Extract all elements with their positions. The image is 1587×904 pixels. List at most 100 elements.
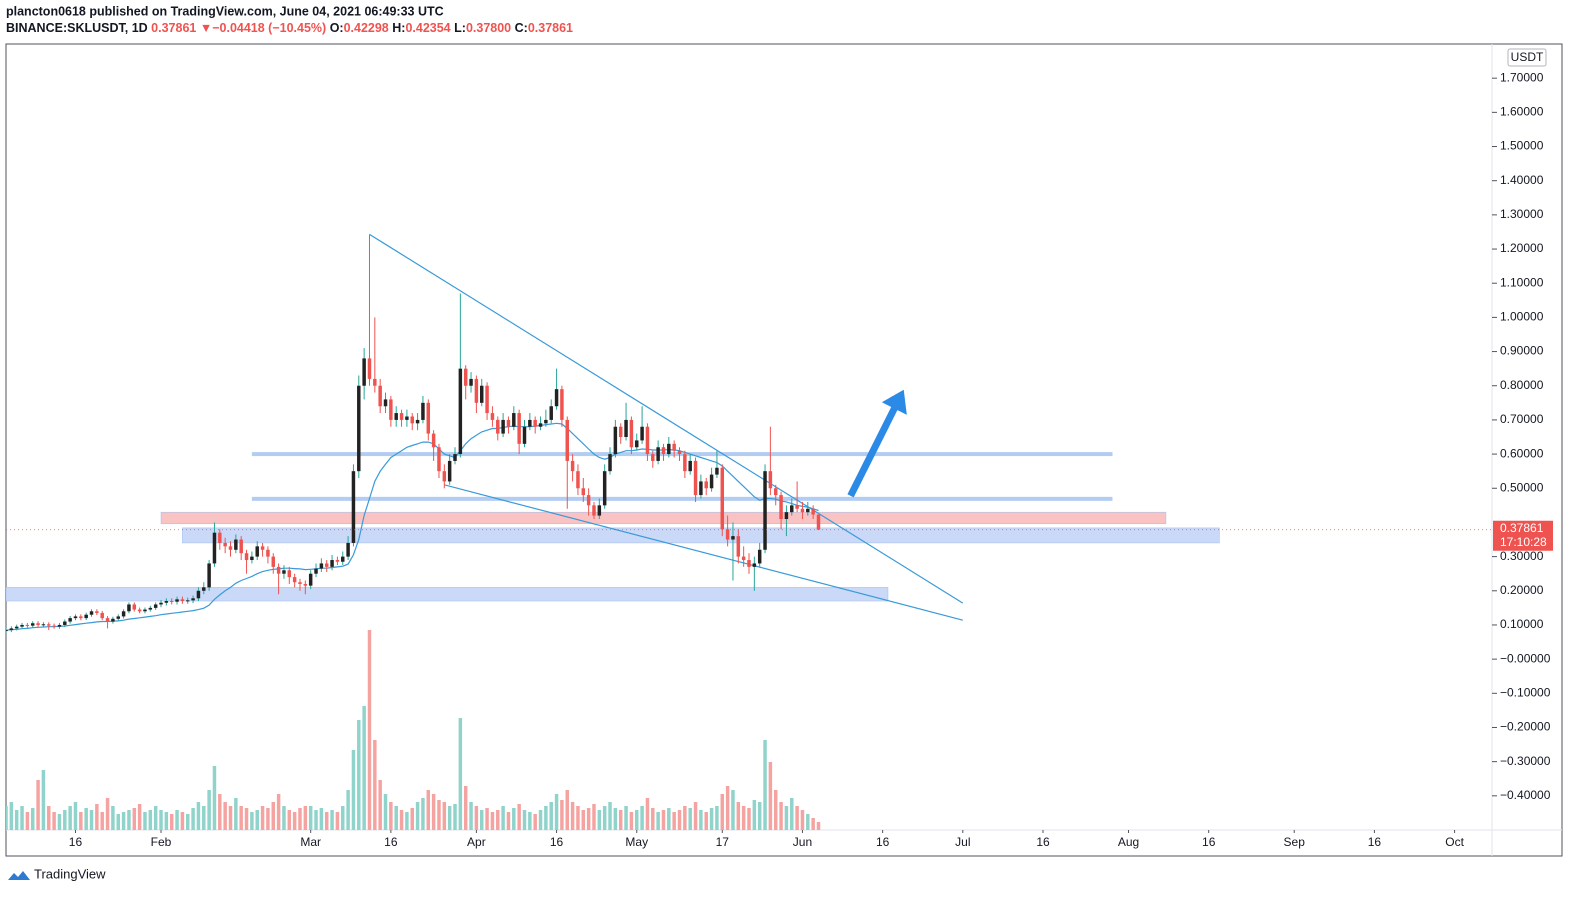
- candle-body: [635, 440, 639, 448]
- volume-bar: [661, 810, 666, 830]
- volume-bar: [399, 810, 404, 830]
- volume-bar: [79, 812, 83, 830]
- last-price-label: 0.37861: [1500, 521, 1544, 535]
- candle-body: [699, 481, 703, 496]
- x-tick-label: Apr: [467, 835, 486, 849]
- volume-bar: [121, 812, 126, 830]
- candle-body: [576, 471, 580, 489]
- volume-bar: [618, 810, 623, 830]
- volume-bar: [250, 812, 254, 830]
- candle-body: [218, 532, 222, 543]
- volume-bar: [533, 814, 537, 830]
- candle-body: [100, 612, 104, 619]
- candle-body: [335, 560, 340, 562]
- candle-body: [517, 413, 521, 444]
- x-tick-label: Aug: [1118, 835, 1139, 849]
- volume-bar: [720, 794, 725, 830]
- volume-bar: [373, 740, 377, 830]
- volume-bar: [704, 812, 708, 830]
- y-tick-label: 1.40000: [1500, 173, 1544, 187]
- candle-body: [52, 625, 56, 627]
- volume-bar: [672, 812, 676, 830]
- volume-bar: [784, 806, 789, 830]
- candle-body: [469, 378, 473, 386]
- volume-bar: [485, 808, 489, 830]
- candle-body: [127, 604, 131, 612]
- volume-bar: [602, 806, 607, 830]
- volume-bar: [244, 808, 249, 830]
- candle-body: [68, 618, 72, 622]
- volume-bar: [30, 808, 35, 830]
- candle-body: [89, 611, 94, 615]
- volume-bar: [528, 812, 532, 830]
- volume-bar: [41, 770, 46, 830]
- candle-body: [266, 549, 270, 557]
- volume-bar: [9, 802, 14, 830]
- candle-body: [709, 474, 714, 489]
- candle-body: [255, 546, 259, 557]
- candle-body: [357, 385, 361, 472]
- volume-bar: [164, 812, 169, 830]
- volume-bar: [736, 802, 741, 830]
- candle-body: [351, 471, 356, 543]
- volume-bar: [683, 806, 687, 830]
- candle-body: [554, 389, 559, 407]
- candle-body: [57, 624, 62, 627]
- volume-bar: [709, 808, 714, 830]
- candle-body: [287, 570, 292, 578]
- y-tick-label: −0.20000: [1500, 720, 1551, 734]
- volume-bar: [651, 808, 655, 830]
- candle-body: [137, 609, 142, 612]
- volume-bar: [6, 806, 8, 830]
- x-tick-label: Jun: [793, 835, 812, 849]
- volume-bar: [260, 806, 265, 830]
- x-tick-label: 16: [1036, 835, 1050, 849]
- volume-bar: [624, 806, 628, 830]
- y-tick-label: 1.70000: [1500, 70, 1544, 84]
- volume-bar: [68, 806, 72, 830]
- candle-body: [581, 488, 586, 496]
- candle-body: [816, 514, 821, 530]
- candle-body: [501, 419, 505, 434]
- volume-bar: [207, 790, 211, 830]
- candle-body: [613, 426, 618, 455]
- volume-bar: [667, 808, 671, 830]
- candle-body: [292, 577, 297, 583]
- candle-body: [437, 447, 441, 472]
- candle-body: [175, 599, 179, 602]
- y-tick-label: 0.70000: [1500, 412, 1544, 426]
- volume-bar: [239, 806, 243, 830]
- candle-body: [790, 505, 794, 513]
- volume-bar: [522, 810, 527, 830]
- volume-bar: [479, 810, 484, 830]
- volume-bar: [426, 790, 431, 830]
- last: 0.37861: [151, 21, 196, 35]
- y-tick-label: 1.60000: [1500, 105, 1544, 119]
- chart-frame: [5, 43, 1563, 857]
- volume-bar: [191, 808, 195, 830]
- unit-box: [1507, 48, 1547, 67]
- volume-bar: [581, 810, 586, 830]
- candle-body: [79, 616, 83, 619]
- volume-bar: [378, 780, 382, 830]
- last-price-box: [1493, 520, 1553, 551]
- symbol-info: BINANCE:SKLUSDT, 1D 0.37861 ▼−0.04418 (−…: [6, 21, 573, 35]
- volume-bar: [175, 810, 179, 830]
- candle-body: [618, 426, 623, 437]
- volume-bar: [496, 810, 500, 830]
- candle-body: [186, 600, 190, 602]
- volume-bar: [410, 808, 414, 830]
- volume-bar: [143, 812, 147, 830]
- y-tick-label: 0.10000: [1500, 617, 1544, 631]
- candle-body: [741, 556, 746, 561]
- volume-bar: [271, 802, 276, 830]
- footer: TradingView: [34, 866, 106, 881]
- candle-body: [383, 399, 388, 407]
- candle-body: [346, 542, 350, 557]
- candle-body: [725, 529, 730, 540]
- candle-body: [656, 447, 660, 461]
- volume-bar: [335, 812, 340, 830]
- volume-bar: [608, 802, 612, 830]
- candle-body: [602, 471, 607, 506]
- candle-body: [624, 419, 628, 437]
